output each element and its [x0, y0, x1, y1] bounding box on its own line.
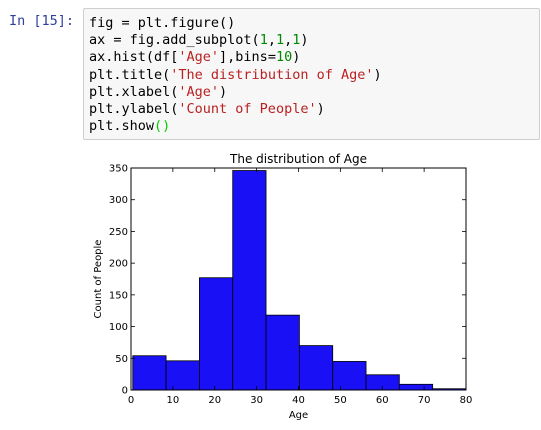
histogram-bar	[332, 361, 367, 391]
bar-group	[132, 170, 467, 391]
y-tick-label: 0	[122, 386, 128, 397]
histogram-bar	[199, 277, 234, 391]
histogram-bar	[365, 374, 400, 391]
y-tick-label: 350	[109, 164, 128, 175]
code-token: ],bins=	[219, 49, 276, 66]
x-axis-label: Age	[289, 410, 308, 421]
code-token: ,	[284, 32, 293, 49]
y-tick-label: 300	[109, 195, 128, 206]
code-token: plt.title(	[89, 66, 171, 83]
y-tick-label: 200	[109, 259, 128, 270]
cell-output: 0 10 20 30 40 50 60 70 80 0 50 100 150 200 250 300 350 …	[86, 146, 486, 426]
y-tick-label: 150	[109, 290, 128, 301]
code-token: )	[219, 83, 228, 100]
code-token: 1	[259, 32, 268, 49]
cell-prompt: In [15]:	[9, 13, 75, 29]
code-token: 'The distribution of Age'	[170, 66, 374, 83]
histogram-bar	[132, 355, 167, 391]
code-line[interactable]: plt.ylabel('Count of People')	[89, 101, 539, 118]
x-tick-label: 50	[334, 395, 347, 406]
chart-title: The distribution of Age	[229, 152, 367, 166]
x-tick-label: 0	[128, 395, 134, 406]
code-token: ax.hist(df[	[89, 49, 179, 66]
code-token: plt.show	[89, 118, 155, 135]
histogram-bar	[298, 345, 334, 391]
y-tick-label: 50	[115, 354, 128, 365]
x-tick-label: 70	[418, 395, 431, 406]
code-token: )	[316, 100, 325, 117]
code-line[interactable]: plt.show()	[89, 118, 539, 135]
y-tick-label: 250	[109, 227, 128, 238]
x-tick-label: 40	[292, 395, 305, 406]
x-tick-label: 30	[250, 395, 263, 406]
code-cell-input[interactable]: fig = plt.figure() ax = fig.add_subplot(1…	[83, 8, 540, 140]
x-tick-label: 60	[376, 395, 389, 406]
code-token: 'Age'	[178, 83, 220, 100]
code-line[interactable]: ax.hist(df['Age'],bins=10)	[89, 49, 539, 66]
histogram-bar	[265, 314, 300, 391]
code-token: plt.ylabel(	[89, 100, 179, 117]
code-token: 'Count of People'	[178, 100, 317, 117]
y-tick-label: 100	[109, 322, 128, 333]
x-tick-label: 10	[167, 395, 180, 406]
code-token: 1	[292, 32, 301, 49]
histogram-bar	[165, 360, 200, 391]
x-axis-ticks: 0 10 20 30 40 50 60 70 80	[128, 168, 473, 406]
code-token: 1	[275, 32, 285, 49]
code-token: )	[292, 49, 301, 66]
code-token: 10	[275, 49, 293, 66]
code-token: )	[300, 32, 309, 49]
code-token: fig = plt.figure()	[89, 15, 236, 31]
y-axis-label: Count of People	[93, 240, 104, 319]
histogram-bar	[232, 170, 267, 391]
code-line[interactable]: ax = fig.add_subplot(1,1,1)	[89, 32, 539, 49]
code-editor[interactable]: fig = plt.figure() ax = fig.add_subplot(1…	[89, 15, 539, 135]
code-token: 'Age'	[178, 49, 220, 66]
code-token: ()	[154, 118, 171, 135]
x-tick-label: 20	[208, 395, 221, 406]
y-axis-ticks: 0 50 100 150 200 250 300 350	[109, 164, 466, 397]
histogram-chart: 0 10 20 30 40 50 60 70 80 050100150200250300350 …	[93, 152, 473, 421]
code-line[interactable]: fig = plt.figure()	[89, 15, 539, 32]
code-token: ,	[267, 32, 276, 49]
code-token: plt.xlabel(	[89, 83, 179, 100]
x-tick-label: 80	[460, 395, 473, 406]
histogram-bar	[398, 383, 434, 391]
code-line[interactable]: plt.xlabel('Age')	[89, 84, 539, 101]
code-line[interactable]: plt.title('The distribution of Age')	[89, 67, 539, 84]
code-token: )	[373, 66, 382, 83]
code-token: ax = fig.add_subplot(	[89, 32, 260, 49]
